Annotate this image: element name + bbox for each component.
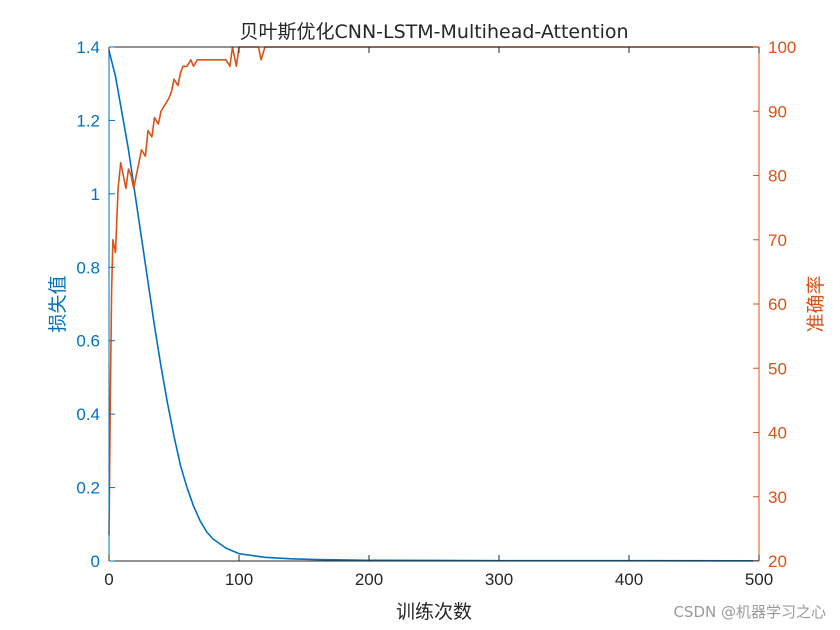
x-tick-label: 100	[225, 570, 253, 589]
axes: 0 100 200 300 400 500 0 0.2 0.4 0.6 0.8 1 1.2 1.4 20 30…	[76, 38, 796, 589]
y-right-tick-label: 40	[768, 424, 787, 443]
y-right-tick-label: 80	[768, 167, 787, 186]
y-right-axis-label: 准确率	[805, 275, 827, 332]
y-left-tick-label: 1	[91, 185, 100, 204]
watermark: CSDN @机器学习之心	[673, 603, 826, 621]
chart-title: 贝叶斯优化CNN-LSTM-Multihead-Attention	[239, 21, 628, 43]
y-left-tick-label: 0	[91, 552, 100, 571]
x-tick-label: 400	[615, 570, 643, 589]
y-left-axis-label: 损失值	[47, 275, 69, 332]
x-tick-label: 300	[485, 570, 513, 589]
y-right-tick-label: 50	[768, 359, 787, 378]
x-tick-label: 0	[104, 570, 113, 589]
y-right-tick-label: 60	[768, 295, 787, 314]
accuracy-series	[108, 46, 759, 536]
y-right-tick-label: 100	[768, 38, 796, 57]
x-tick-label: 500	[745, 570, 773, 589]
y-right-tick-label: 90	[768, 102, 787, 121]
y-right-tick-label: 70	[768, 231, 787, 250]
y-left-tick-label: 1.2	[76, 111, 100, 130]
accuracy-line	[108, 46, 759, 536]
y-left-tick-label: 0.8	[76, 258, 100, 277]
y-right-tick-label: 20	[768, 552, 787, 571]
y-left-tick-label: 1.4	[76, 38, 100, 57]
y-left-tick-label: 0.4	[76, 405, 100, 424]
y-right-tick-label: 30	[768, 488, 787, 507]
loss-series	[108, 50, 760, 562]
loss-line	[108, 50, 760, 562]
y-left-tick-label: 0.6	[76, 332, 100, 351]
plot-background	[109, 47, 759, 561]
x-axis-label: 训练次数	[396, 601, 472, 623]
x-tick-label: 200	[355, 570, 383, 589]
plot-area	[109, 47, 759, 561]
y-left-tick-label: 0.2	[76, 479, 100, 498]
